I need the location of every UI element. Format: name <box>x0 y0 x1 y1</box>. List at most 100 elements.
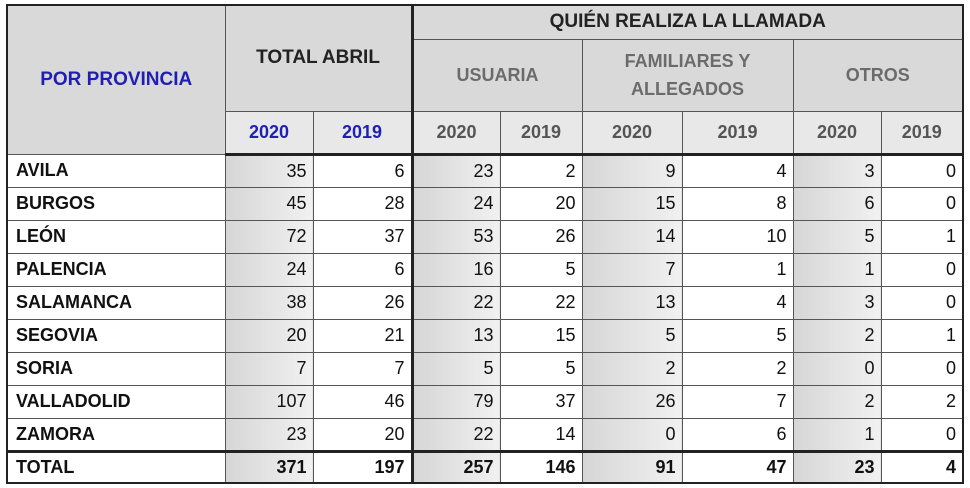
table-cell: 6 <box>312 252 413 287</box>
table-cell: 26 <box>312 285 413 320</box>
table-cell: 16 <box>410 252 501 287</box>
province-header: POR PROVINCIA <box>6 4 226 155</box>
province-name: AVILA <box>6 153 226 188</box>
table-cell: 5 <box>410 351 501 386</box>
table-cell: 3 <box>792 153 882 188</box>
otros-year-2020: 2020 <box>792 110 882 156</box>
table-cell: 4 <box>681 285 794 320</box>
caller-header: QUIÉN REALIZA LA LLAMADA <box>410 4 964 40</box>
usuaria-year-2020: 2020 <box>410 110 501 156</box>
table-cell: 6 <box>312 153 413 188</box>
table-cell: 23 <box>410 153 501 188</box>
group-header-familiares: FAMILIARES Y ALLEGADOS <box>581 38 794 112</box>
table-cell: 8 <box>681 186 794 221</box>
table-row: AVILA 35 6 23 2 9 4 3 0 <box>6 153 964 188</box>
table-cell: 5 <box>581 318 683 353</box>
province-name: ZAMORA <box>6 417 226 452</box>
table-row: SALAMANCA 38 26 22 22 13 4 3 0 <box>6 285 964 320</box>
province-name: LEÓN <box>6 219 226 254</box>
table-cell: 24 <box>224 252 314 287</box>
table-cell: 22 <box>410 417 501 452</box>
table-cell: 1 <box>681 252 794 287</box>
table-container: POR PROVINCIA TOTAL ABRIL QUIÉN REALIZA … <box>6 4 964 484</box>
table-cell: 5 <box>499 252 583 287</box>
province-name: SEGOVIA <box>6 318 226 353</box>
table-cell: 5 <box>499 351 583 386</box>
table-cell: 20 <box>224 318 314 353</box>
province-name: VALLADOLID <box>6 384 226 419</box>
table-cell: 2 <box>880 384 964 419</box>
table-cell: 22 <box>410 285 501 320</box>
table-row: BURGOS 45 28 24 20 15 8 6 0 <box>6 186 964 221</box>
usuaria-year-2019: 2019 <box>499 110 583 156</box>
table-cell: 22 <box>499 285 583 320</box>
otros-year-2019: 2019 <box>880 110 964 156</box>
table-cell: 7 <box>581 252 683 287</box>
table-row: LEÓN 72 37 53 26 14 10 5 1 <box>6 219 964 254</box>
total-year-2019: 2019 <box>312 110 413 156</box>
table-cell: 2 <box>681 351 794 386</box>
table-cell: 7 <box>681 384 794 419</box>
table-cell: 14 <box>499 417 583 452</box>
calls-by-province-table: POR PROVINCIA TOTAL ABRIL QUIÉN REALIZA … <box>6 4 964 484</box>
total-value: 91 <box>581 449 683 484</box>
table-row: VALLADOLID 107 46 79 37 26 7 2 2 <box>6 384 964 419</box>
table-cell: 107 <box>224 384 314 419</box>
total-april-header: TOTAL ABRIL <box>224 4 413 112</box>
table-row: PALENCIA 24 6 16 5 7 1 1 0 <box>6 252 964 287</box>
table-cell: 10 <box>681 219 794 254</box>
table-cell: 13 <box>410 318 501 353</box>
table-cell: 21 <box>312 318 413 353</box>
table-cell: 1 <box>880 219 964 254</box>
total-value: 23 <box>792 449 882 484</box>
table-cell: 24 <box>410 186 501 221</box>
table-cell: 7 <box>312 351 413 386</box>
total-value: 47 <box>681 449 794 484</box>
table-cell: 15 <box>499 318 583 353</box>
table-cell: 3 <box>792 285 882 320</box>
table-body: AVILA 35 6 23 2 9 4 3 0 BURGOS 45 28 24 20 15 8 6 0 LEÓN 72… <box>6 153 964 452</box>
table-cell: 6 <box>792 186 882 221</box>
table-cell: 1 <box>880 318 964 353</box>
table-cell: 38 <box>224 285 314 320</box>
total-value: 371 <box>224 449 314 484</box>
table-cell: 1 <box>792 417 882 452</box>
table-cell: 20 <box>312 417 413 452</box>
table-cell: 0 <box>880 153 964 188</box>
group-header-usuaria: USUARIA <box>410 38 583 112</box>
table-cell: 20 <box>499 186 583 221</box>
table-cell: 79 <box>410 384 501 419</box>
table-cell: 53 <box>410 219 501 254</box>
table-cell: 0 <box>880 252 964 287</box>
table-cell: 0 <box>880 417 964 452</box>
table-cell: 15 <box>581 186 683 221</box>
table-cell: 13 <box>581 285 683 320</box>
table-cell: 26 <box>581 384 683 419</box>
total-value: 4 <box>880 449 964 484</box>
province-name: SALAMANCA <box>6 285 226 320</box>
table-cell: 26 <box>499 219 583 254</box>
table-cell: 7 <box>224 351 314 386</box>
table-cell: 5 <box>681 318 794 353</box>
table-cell: 14 <box>581 219 683 254</box>
table-cell: 4 <box>681 153 794 188</box>
table-cell: 9 <box>581 153 683 188</box>
total-value: 257 <box>410 449 501 484</box>
province-name: SORIA <box>6 351 226 386</box>
table-cell: 35 <box>224 153 314 188</box>
table-cell: 46 <box>312 384 413 419</box>
table-cell: 6 <box>681 417 794 452</box>
table-cell: 1 <box>792 252 882 287</box>
table-cell: 2 <box>792 384 882 419</box>
table-cell: 37 <box>312 219 413 254</box>
total-year-2020: 2020 <box>224 110 314 156</box>
table-cell: 28 <box>312 186 413 221</box>
table-cell: 23 <box>224 417 314 452</box>
familiares-year-2019: 2019 <box>681 110 794 156</box>
table-cell: 37 <box>499 384 583 419</box>
total-label: TOTAL <box>6 449 226 484</box>
table-row: SEGOVIA 20 21 13 15 5 5 2 1 <box>6 318 964 353</box>
total-value: 146 <box>499 449 583 484</box>
table-cell: 72 <box>224 219 314 254</box>
total-row: TOTAL 371 197 257 146 91 47 23 4 <box>6 449 964 484</box>
